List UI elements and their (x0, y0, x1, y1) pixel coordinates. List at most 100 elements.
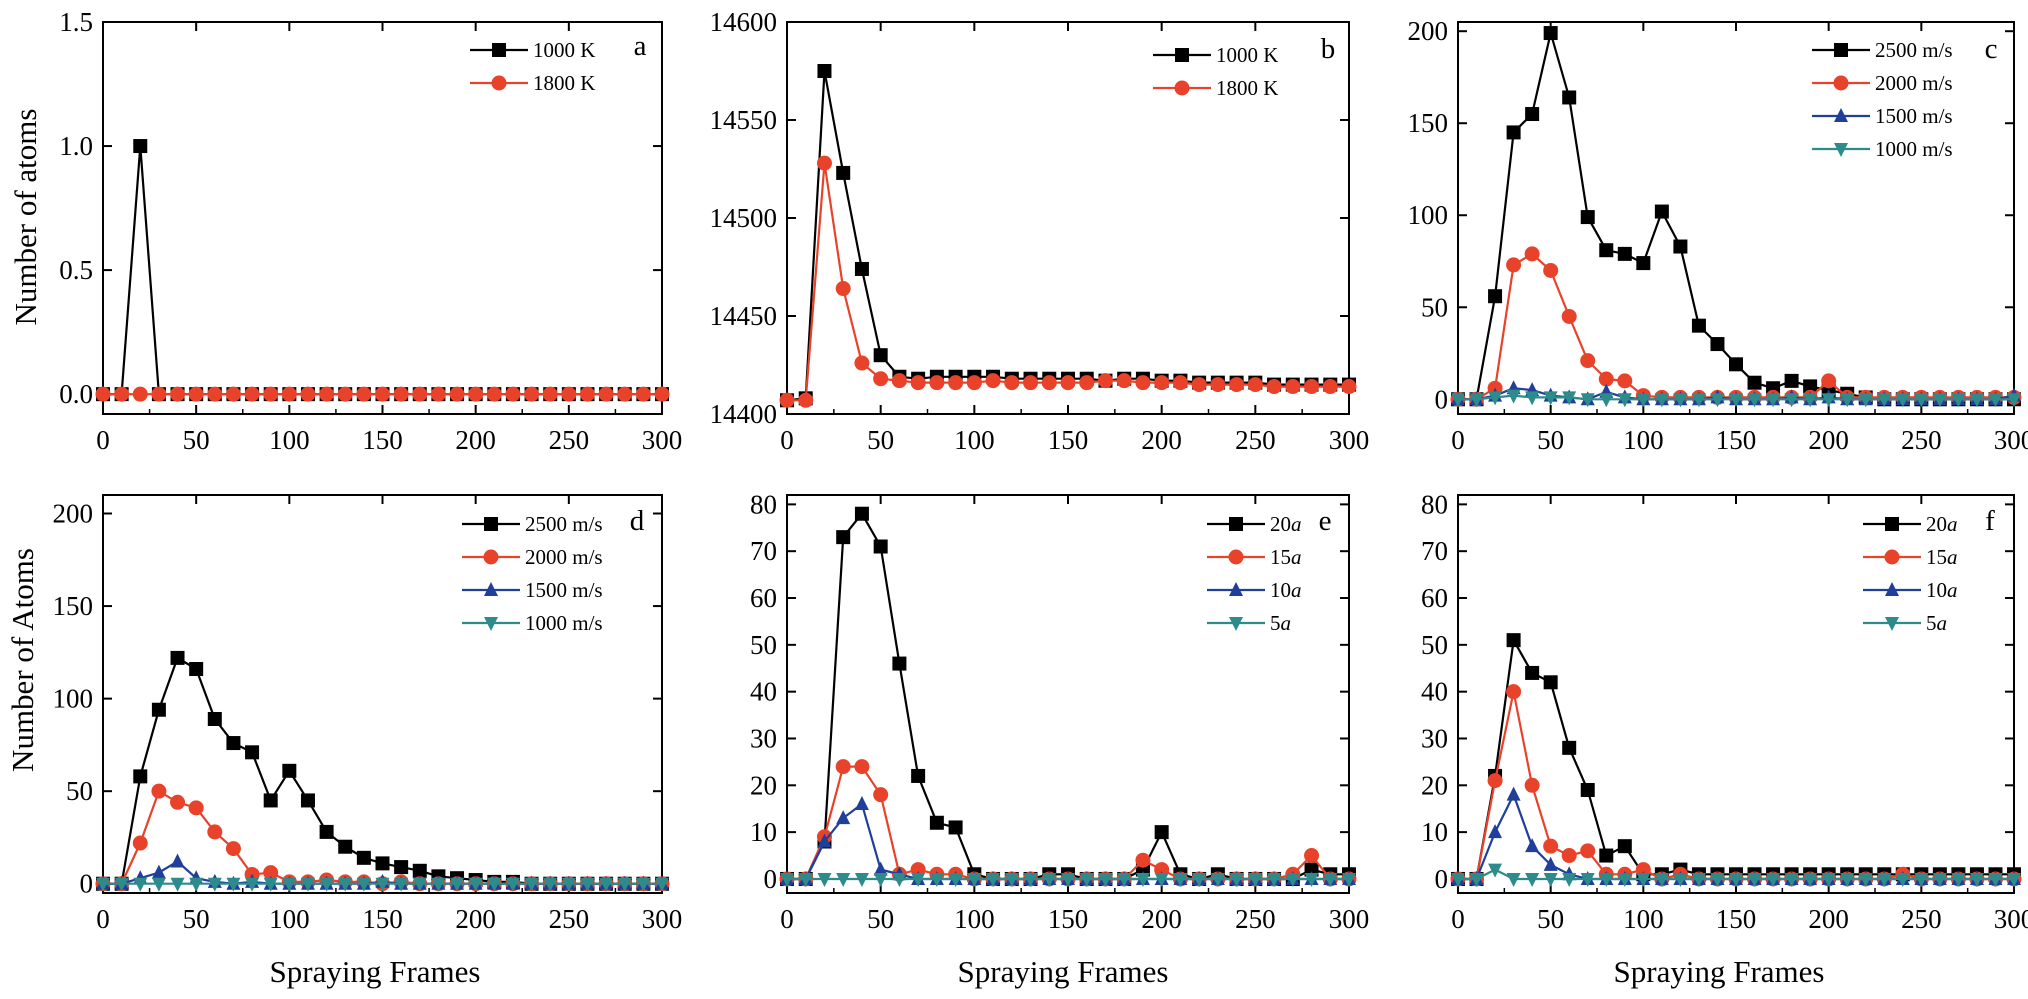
panel-f-series-1-point (1524, 777, 1540, 793)
panel-a-series-0-line (103, 145, 662, 396)
panel-d-series-0-point (338, 839, 353, 854)
panel-e-series-3-point (873, 872, 888, 887)
panel-d-ytick-label: 50 (66, 776, 93, 806)
panel-c-series-1-point (1617, 373, 1633, 389)
panel-c-series-3-point (1858, 393, 1873, 408)
panel-f-series-3-point (1858, 872, 1873, 887)
panel-c-series-3-point (1691, 393, 1706, 408)
panel-f-series-3-point (1821, 872, 1836, 887)
panel-c-series-0-point (1729, 357, 1743, 372)
panel-f-legend-swatch-marker (1885, 517, 1899, 531)
panel-e-legend-swatch-marker (1228, 549, 1244, 565)
panel-c-legend-swatch-marker (1833, 75, 1849, 91)
panel-d-series-0-line (103, 656, 662, 885)
panel-f-series-3-point (1747, 872, 1762, 887)
panel-f-series-0-point (1506, 633, 1521, 648)
panel-d-series-3-point (431, 877, 446, 892)
panel-d-legend-swatch-marker (484, 617, 498, 631)
panel-d-series-3-point (580, 877, 595, 892)
panel-f-series-3-point (1673, 872, 1688, 887)
panel-d-series-1-point (151, 783, 167, 799)
panel-f-series-3-point (1877, 872, 1892, 887)
panel-a-series-0-point (133, 139, 148, 154)
panel-a-series-1-point (635, 386, 651, 402)
panel-e-series-2-point (817, 833, 832, 848)
panel-a-xtick-label: 100 (269, 425, 310, 455)
panel-e-xtick-label: 200 (1141, 904, 1182, 934)
panel-d-series-3-point (543, 877, 558, 892)
panel-a-legend-swatch-marker (491, 75, 507, 91)
panel-c-xtick-label: 0 (1451, 425, 1465, 455)
panel-b-series-1-point (1322, 379, 1338, 395)
panel-d-xtick-label: 50 (183, 904, 210, 934)
panel-c-series-3-point (1877, 393, 1892, 408)
panel-e-legend-label: 5a (1270, 611, 1291, 635)
panel-f-legend-swatch-marker (1885, 582, 1899, 596)
panel-f-xtick-label: 100 (1623, 904, 1664, 934)
panel-f-series-3-point (1488, 863, 1503, 878)
panel-d-series-0-point (245, 745, 260, 760)
panel-c-series-0-point (1654, 204, 1669, 219)
panel-d-series-2-point (170, 853, 185, 868)
panel-f-series-3-point (1988, 872, 2003, 887)
panel-a-series-1-point (561, 386, 577, 402)
panel-d-series-3-point (133, 877, 148, 892)
panel-c-series-3-point (1506, 389, 1521, 404)
panel-e-ytick-label: 10 (750, 817, 777, 847)
panel-f-xtick-label: 250 (1901, 904, 1942, 934)
panel-f-ytick-label: 80 (1421, 489, 1448, 519)
panel-e-xtick-label: 300 (1329, 904, 1370, 934)
panel-f-series-2-point (1488, 824, 1503, 839)
x-axis-title-right: Spraying Frames (1614, 954, 1825, 989)
panel-a-series-1-point (337, 386, 353, 402)
panel-f-xtick-label: 0 (1451, 904, 1465, 934)
panel-e-series-1-point (835, 759, 851, 775)
panel-c-series-3-point (1599, 393, 1614, 408)
panel-e-ytick-label: 70 (750, 536, 777, 566)
panel-b-series-1-point (1285, 379, 1301, 395)
panel-b-series-1-point (966, 375, 982, 391)
panel-a-xtick-label: 250 (549, 425, 590, 455)
panel-b-xtick-label: 300 (1329, 425, 1370, 455)
panel-c-xtick-label: 150 (1716, 425, 1757, 455)
panel-d-series-3-point (636, 877, 651, 892)
panel-b-ytick-label: 14600 (710, 7, 778, 37)
panel-e-series-3-point (1304, 872, 1319, 887)
panel-e-series-0-point (1154, 825, 1169, 840)
panel-f-series-2-line (1458, 793, 2014, 881)
panel-b-xtick-label: 50 (867, 425, 894, 455)
panel-d-series-3-point (151, 877, 166, 892)
panel-e-xtick-label: 50 (867, 904, 894, 934)
panel-d-ytick-label: 150 (53, 591, 94, 621)
panel-e-xtick-label: 150 (1048, 904, 1089, 934)
panel-d-series-0-point (300, 793, 315, 808)
panel-e-ytick-label: 0 (764, 864, 778, 894)
panel-f-ytick-label: 30 (1421, 723, 1448, 753)
panel-f-series-0-point (1599, 848, 1614, 863)
panel-d-series-0-point (133, 769, 148, 784)
panel-c-legend-label: 2000 m/s (1875, 71, 1953, 95)
panel-f-series-3-point (1451, 872, 1465, 887)
panel-a-series-1-point (151, 386, 167, 402)
panel-b-series-1-point (1304, 379, 1320, 395)
panel-f-series-0-point (1617, 839, 1632, 854)
panel-f-series-3-point (1636, 872, 1651, 887)
panel-b-legend-label: 1000 K (1216, 43, 1278, 67)
panel-c-legend-swatch-marker (1834, 143, 1848, 157)
panel-d-legend-swatch-marker (484, 582, 498, 596)
panel-e-series-1-line (787, 765, 1349, 881)
panel-e-series-3-point (780, 872, 794, 887)
panel-a-series-1-point (412, 386, 428, 402)
panel-a-series-1-point (393, 386, 409, 402)
panel-e-series-3-point (817, 872, 832, 887)
panel-c-xtick-label: 300 (1994, 425, 2028, 455)
panel-b-series-0-point (817, 64, 832, 78)
panel-b-ytick-label: 14550 (710, 105, 778, 135)
panel-b-xtick-label: 200 (1141, 425, 1182, 455)
panel-b-series-1-point (1266, 379, 1282, 395)
panel-f-series-1-point (1487, 773, 1503, 789)
panel-c-ytick-label: 100 (1408, 200, 1449, 230)
panel-b-series-1-point (779, 392, 795, 408)
panel-c-letter: c (1985, 33, 1998, 65)
panel-b-series-0-point (873, 348, 888, 363)
